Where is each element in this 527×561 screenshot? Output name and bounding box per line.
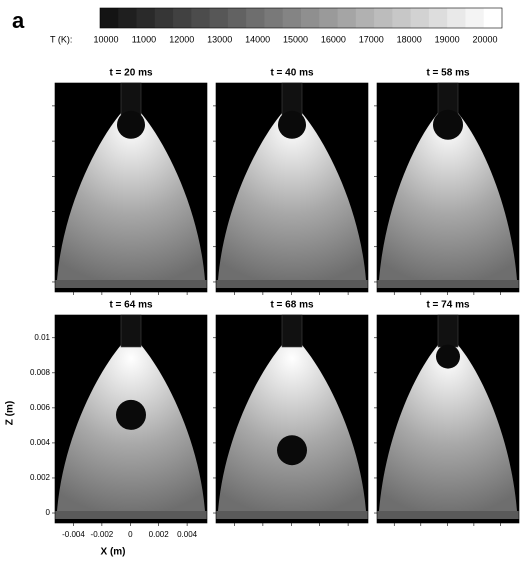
x-tick-label: 0.002: [149, 530, 170, 539]
anode-base: [55, 280, 207, 288]
droplet: [277, 435, 307, 465]
y-tick-label: 0.006: [30, 403, 51, 412]
colorbar-swatch: [447, 8, 466, 28]
droplet: [278, 111, 306, 139]
colorbar-swatch: [137, 8, 156, 28]
x-tick-label: -0.002: [91, 530, 114, 539]
colorbar-swatch: [283, 8, 302, 28]
panel-title: t = 64 ms: [109, 300, 153, 311]
colorbar-tick-label: 11000: [132, 34, 156, 44]
colorbar-tick-label: 10000: [93, 34, 118, 44]
colorbar-tick-label: 20000: [472, 34, 497, 44]
colorbar-swatch: [118, 8, 137, 28]
y-tick-label: 0: [46, 508, 51, 517]
panel-title: t = 68 ms: [270, 300, 314, 311]
colorbar-swatch: [246, 8, 265, 28]
colorbar-swatch: [210, 8, 229, 28]
x-tick-label: -0.004: [62, 530, 85, 539]
y-tick-label: 0.002: [30, 473, 51, 482]
colorbar-tick-label: 18000: [397, 34, 422, 44]
x-axis-label: X (m): [101, 547, 126, 558]
droplet: [433, 110, 463, 140]
colorbar-swatch: [429, 8, 448, 28]
anode-base: [55, 511, 207, 519]
electrode: [121, 83, 141, 115]
colorbar-swatch: [191, 8, 210, 28]
colorbar-swatch: [356, 8, 375, 28]
electrode: [121, 315, 141, 347]
panel-title: t = 58 ms: [426, 68, 470, 79]
electrode: [438, 315, 458, 347]
panel-title: t = 20 ms: [109, 68, 153, 79]
panel-title: t = 40 ms: [270, 68, 314, 79]
colorbar-swatch: [264, 8, 283, 28]
y-tick-label: 0.01: [34, 333, 50, 342]
anode-base: [216, 280, 368, 288]
colorbar-swatch: [100, 8, 119, 28]
colorbar-tick-label: 12000: [169, 34, 194, 44]
anode-base: [377, 511, 519, 519]
colorbar-swatch: [465, 8, 484, 28]
panel-title: t = 74 ms: [426, 300, 470, 311]
y-tick-label: 0.008: [30, 368, 51, 377]
colorbar-swatch: [228, 8, 247, 28]
y-axis-label: Z (m): [5, 401, 16, 425]
colorbar-tick-label: 19000: [435, 34, 460, 44]
droplet: [436, 345, 460, 369]
electrode: [282, 315, 302, 347]
colorbar-tick-label: 17000: [359, 34, 384, 44]
colorbar-tick-label: 14000: [245, 34, 270, 44]
anode-base: [216, 511, 368, 519]
colorbar-tick-label: 15000: [283, 34, 308, 44]
colorbar-label: T (K):: [50, 34, 72, 44]
y-tick-label: 0.004: [30, 438, 51, 447]
electrode: [282, 83, 302, 115]
colorbar-tick-label: 16000: [321, 34, 346, 44]
colorbar-swatch: [484, 8, 503, 28]
colorbar-tick-label: 13000: [207, 34, 232, 44]
x-tick-label: 0: [128, 530, 133, 539]
colorbar-swatch: [173, 8, 192, 28]
figure: a T (K): X (m) Z (m) 10000 11000 12000 1300…: [0, 0, 527, 561]
x-tick-label: 0.004: [177, 530, 198, 539]
colorbar-swatch: [319, 8, 338, 28]
anode-base: [377, 280, 519, 288]
colorbar-swatch: [374, 8, 393, 28]
colorbar-swatch: [411, 8, 430, 28]
colorbar-swatch: [338, 8, 357, 28]
colorbar-swatch: [392, 8, 411, 28]
colorbar-swatch: [301, 8, 320, 28]
droplet: [117, 111, 145, 139]
panel-label: a: [12, 8, 25, 33]
droplet: [116, 400, 146, 430]
colorbar-swatch: [155, 8, 174, 28]
